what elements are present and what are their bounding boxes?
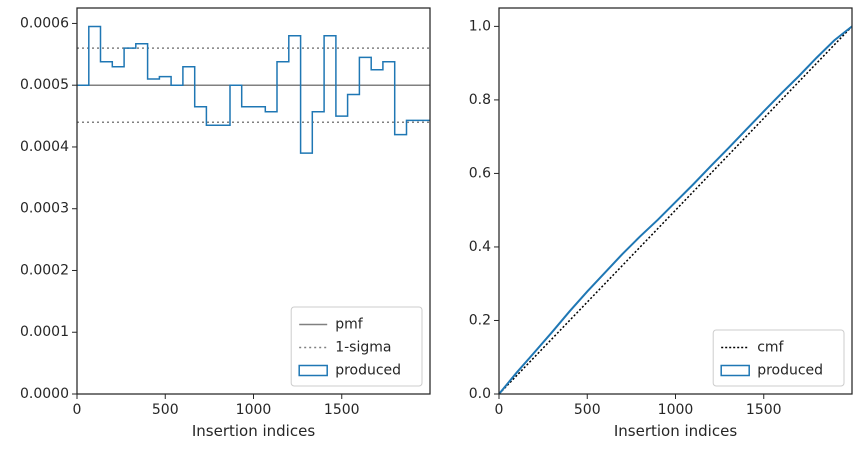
- right-ytick-label: 0.6: [469, 165, 491, 181]
- right-ytick-label: 0.2: [469, 312, 491, 328]
- right-ytick-label: 0.4: [469, 239, 491, 255]
- right-xtick-label: 1000: [658, 402, 694, 418]
- right-legend-label: produced: [757, 363, 823, 379]
- right-ytick-label: 1.0: [469, 18, 491, 34]
- left-legend-patch: [298, 364, 328, 377]
- left-legend-label: 1-sigma: [335, 340, 391, 356]
- left-legend-label: produced: [335, 363, 401, 379]
- left-xtick-label: 0: [73, 402, 82, 418]
- left-ytick-label: 0.0003: [20, 201, 69, 217]
- left-ytick-label: 0.0001: [20, 324, 69, 340]
- produced-cumulative-line: [498, 25, 853, 395]
- right-legend-patch: [720, 364, 750, 377]
- left-ytick-label: 0.0005: [20, 77, 69, 93]
- produced-step-line: [77, 25, 430, 154]
- right-legend-label: cmf: [757, 340, 784, 356]
- left-ytick-label: 0.0000: [20, 386, 69, 402]
- right-xtick-label: 0: [495, 402, 504, 418]
- left-x-axis-label: Insertion indices: [192, 422, 315, 440]
- right-legend-box: [712, 329, 845, 387]
- left-legend-label: pmf: [335, 317, 364, 333]
- left-xtick-label: 1000: [236, 402, 272, 418]
- left-xtick-label: 1500: [324, 402, 360, 418]
- right-x-axis-label: Insertion indices: [614, 422, 737, 440]
- right-ytick-label: 0.0: [469, 386, 491, 402]
- cmf-line: [498, 25, 853, 395]
- chart-left-pmf: 0 500 1000 1500 0.0000 0.0001 0.0002 0.0003 0.00…: [20, 7, 431, 440]
- right-xtick-label: 500: [574, 402, 601, 418]
- left-plot-frame: [76, 7, 431, 395]
- chart-right-cmf: 0 500 1000 1500 0.0 0.2 0.4 0.6 0.8 1.0 Insertion …: [469, 7, 853, 440]
- left-ytick-label: 0.0002: [20, 262, 69, 278]
- left-ytick-label: 0.0006: [20, 15, 69, 31]
- right-plot-frame: [498, 7, 853, 395]
- right-ytick-label: 0.8: [469, 92, 491, 108]
- left-xtick-label: 500: [152, 402, 179, 418]
- left-ytick-label: 0.0004: [20, 139, 69, 155]
- right-xtick-label: 1500: [746, 402, 782, 418]
